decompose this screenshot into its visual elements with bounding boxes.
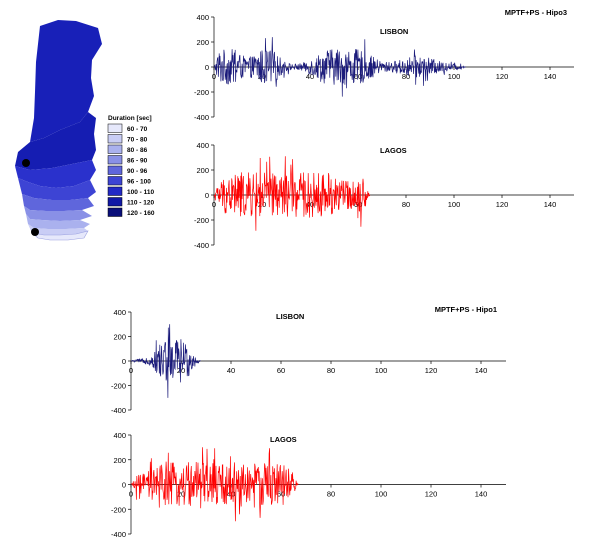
- x-tick-label: 100: [375, 490, 388, 499]
- legend-swatch: [107, 207, 123, 217]
- x-tick-label: 120: [425, 366, 438, 375]
- panel-title: MPTF+PS - Hipo3: [505, 8, 567, 17]
- map-region-band-1: [18, 178, 96, 200]
- legend-label: 80 - 86: [127, 147, 148, 154]
- y-tick-label: 0: [122, 481, 126, 490]
- legend-swatch: [107, 155, 123, 165]
- trace-lagos: [213, 156, 371, 231]
- x-tick-label: 100: [375, 366, 388, 375]
- legend-swatch: [107, 165, 123, 175]
- y-tick-label: -400: [111, 530, 126, 538]
- legend-label: 60 - 70: [127, 126, 148, 133]
- x-tick-label: 140: [475, 490, 488, 499]
- x-tick-label: 60: [354, 72, 362, 81]
- legend-swatch: [107, 186, 123, 196]
- y-tick-label: 200: [196, 166, 209, 175]
- y-tick-label: 400: [196, 141, 209, 150]
- y-tick-label: 400: [113, 431, 126, 440]
- x-tick-label: 100: [448, 200, 461, 209]
- map-region-coast: [30, 230, 89, 241]
- y-tick-label: -400: [194, 241, 209, 250]
- y-tick-label: 0: [205, 63, 209, 72]
- x-tick-label: 20: [258, 72, 266, 81]
- legend-label: 120 - 160: [127, 210, 155, 217]
- station-label: LAGOS: [270, 435, 297, 444]
- y-tick-label: 0: [205, 191, 209, 200]
- x-tick-label: 60: [277, 366, 285, 375]
- x-tick-label: 140: [544, 72, 557, 81]
- x-tick-label: 0: [212, 200, 216, 209]
- legend-swatch: [107, 123, 123, 133]
- y-tick-label: -200: [194, 88, 209, 97]
- map-region-band-5: [28, 224, 88, 235]
- x-tick-label: 60: [277, 490, 285, 499]
- y-tick-label: 200: [196, 38, 209, 47]
- map-region-center: [15, 112, 96, 170]
- y-tick-label: -400: [111, 406, 126, 415]
- x-tick-label: 120: [425, 490, 438, 499]
- x-tick-label: 20: [177, 490, 185, 499]
- legend-label: 96 - 100: [127, 179, 151, 186]
- y-tick-label: -200: [111, 505, 126, 514]
- legend-label: 86 - 90: [127, 158, 148, 165]
- legend-label: 90 - 96: [127, 168, 148, 175]
- map-region-south-dark: [15, 160, 96, 188]
- x-tick-label: 0: [212, 72, 216, 81]
- y-tick-label: 400: [113, 308, 126, 317]
- trace-lisbon: [131, 324, 201, 398]
- y-tick-label: 200: [113, 333, 126, 342]
- x-tick-label: 140: [544, 200, 557, 209]
- map-region-band-3: [24, 206, 92, 221]
- station-label: LISBON: [276, 312, 304, 321]
- y-tick-label: 0: [122, 357, 126, 366]
- legend-swatch: [107, 134, 123, 144]
- legend-items: 60 - 70 70 - 80 80 - 86 86 - 90 90 - 96 96 - …: [107, 123, 155, 217]
- portugal-map: [15, 20, 102, 241]
- x-tick-label: 40: [306, 72, 314, 81]
- map-region-band-2: [22, 194, 94, 211]
- y-tick-label: -400: [194, 113, 209, 122]
- y-tick-label: -200: [111, 382, 126, 391]
- x-tick-label: 80: [327, 490, 335, 499]
- y-tick-label: 200: [113, 456, 126, 465]
- panel-title: MPTF+PS - Hipo1: [435, 305, 497, 314]
- station-label: LISBON: [380, 27, 408, 36]
- trace-lagos: [130, 447, 299, 522]
- x-tick-label: 0: [129, 490, 133, 499]
- lisbon-marker: [22, 159, 30, 167]
- y-tick-label: 400: [196, 13, 209, 22]
- map-region-north: [30, 20, 102, 142]
- y-tick-label: -200: [194, 216, 209, 225]
- x-tick-label: 80: [402, 72, 410, 81]
- map-region-band-4: [26, 214, 90, 229]
- legend-label: 110 - 120: [127, 200, 154, 207]
- legend-label: 70 - 80: [127, 137, 148, 144]
- x-tick-label: 80: [327, 366, 335, 375]
- legend-swatch: [107, 197, 123, 207]
- trace-lisbon: [213, 37, 466, 97]
- x-tick-label: 40: [227, 366, 235, 375]
- x-tick-label: 100: [448, 72, 461, 81]
- x-tick-label: 0: [129, 366, 133, 375]
- x-tick-label: 80: [402, 200, 410, 209]
- x-tick-label: 20: [258, 200, 266, 209]
- duration-legend: Duration [sec] 60 - 70 70 - 80 80 - 86 86 -…: [107, 115, 155, 217]
- legend-swatch: [107, 176, 123, 186]
- x-tick-label: 120: [496, 72, 509, 81]
- x-tick-label: 140: [475, 366, 488, 375]
- legend-swatch: [107, 144, 123, 154]
- lagos-marker: [31, 228, 39, 236]
- legend-label: 100 - 110: [127, 189, 154, 196]
- legend-title: Duration [sec]: [108, 115, 152, 122]
- x-tick-label: 20: [177, 366, 185, 375]
- station-label: LAGOS: [380, 146, 407, 155]
- x-tick-label: 120: [496, 200, 509, 209]
